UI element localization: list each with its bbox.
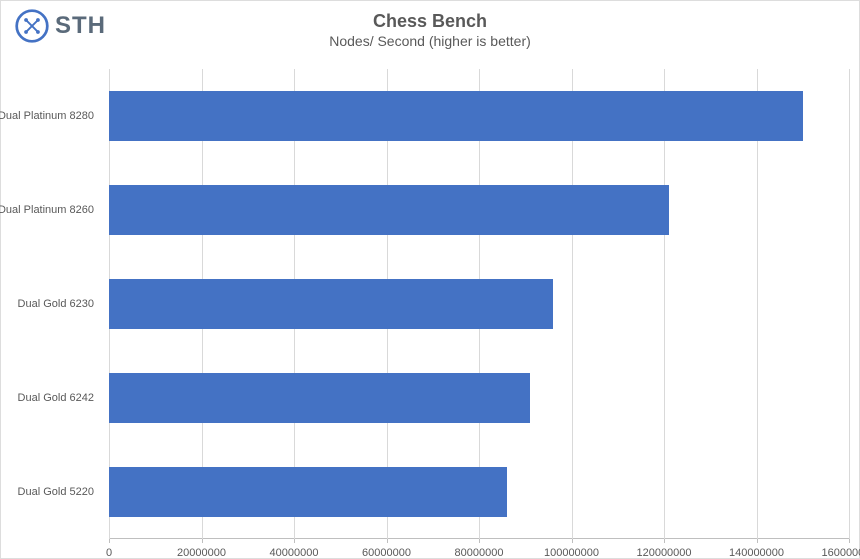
x-tick bbox=[664, 539, 665, 543]
x-tick bbox=[572, 539, 573, 543]
bar bbox=[109, 279, 553, 329]
gridline bbox=[849, 69, 850, 539]
x-tick-label: 160000000 bbox=[821, 547, 860, 559]
x-tick-label: 60000000 bbox=[362, 547, 411, 559]
bar bbox=[109, 185, 669, 235]
x-tick-label: 140000000 bbox=[729, 547, 784, 559]
chart-title: Chess Bench bbox=[1, 11, 859, 32]
x-tick bbox=[849, 539, 850, 543]
bar bbox=[109, 91, 803, 141]
x-tick-label: 20000000 bbox=[177, 547, 226, 559]
category-label: Dual Gold 5220 bbox=[18, 486, 94, 498]
x-tick bbox=[757, 539, 758, 543]
x-tick bbox=[294, 539, 295, 543]
x-tick bbox=[109, 539, 110, 543]
category-label: Dual Gold 6230 bbox=[18, 298, 94, 310]
x-tick-label: 80000000 bbox=[455, 547, 504, 559]
chart-titles: Chess Bench Nodes/ Second (higher is bet… bbox=[1, 11, 859, 49]
category-label: Dual Platinum 8280 bbox=[0, 110, 94, 122]
x-tick bbox=[479, 539, 480, 543]
chart-subtitle: Nodes/ Second (higher is better) bbox=[1, 33, 859, 49]
bar bbox=[109, 373, 530, 423]
x-tick-label: 0 bbox=[106, 547, 112, 559]
x-tick bbox=[202, 539, 203, 543]
x-tick-label: 100000000 bbox=[544, 547, 599, 559]
x-tick-label: 40000000 bbox=[270, 547, 319, 559]
x-tick bbox=[387, 539, 388, 543]
bar bbox=[109, 467, 507, 517]
category-label: Dual Gold 6242 bbox=[18, 392, 94, 404]
chart-container: STH Chess Bench Nodes/ Second (higher is… bbox=[0, 0, 860, 559]
plot-area: 0200000004000000060000000800000001000000… bbox=[109, 69, 849, 539]
x-tick-label: 120000000 bbox=[636, 547, 691, 559]
category-label: Dual Platinum 8260 bbox=[0, 204, 94, 216]
